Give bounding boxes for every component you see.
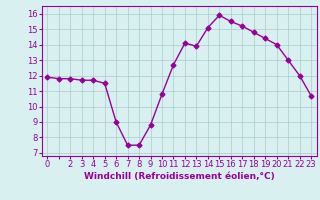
X-axis label: Windchill (Refroidissement éolien,°C): Windchill (Refroidissement éolien,°C) xyxy=(84,172,275,181)
